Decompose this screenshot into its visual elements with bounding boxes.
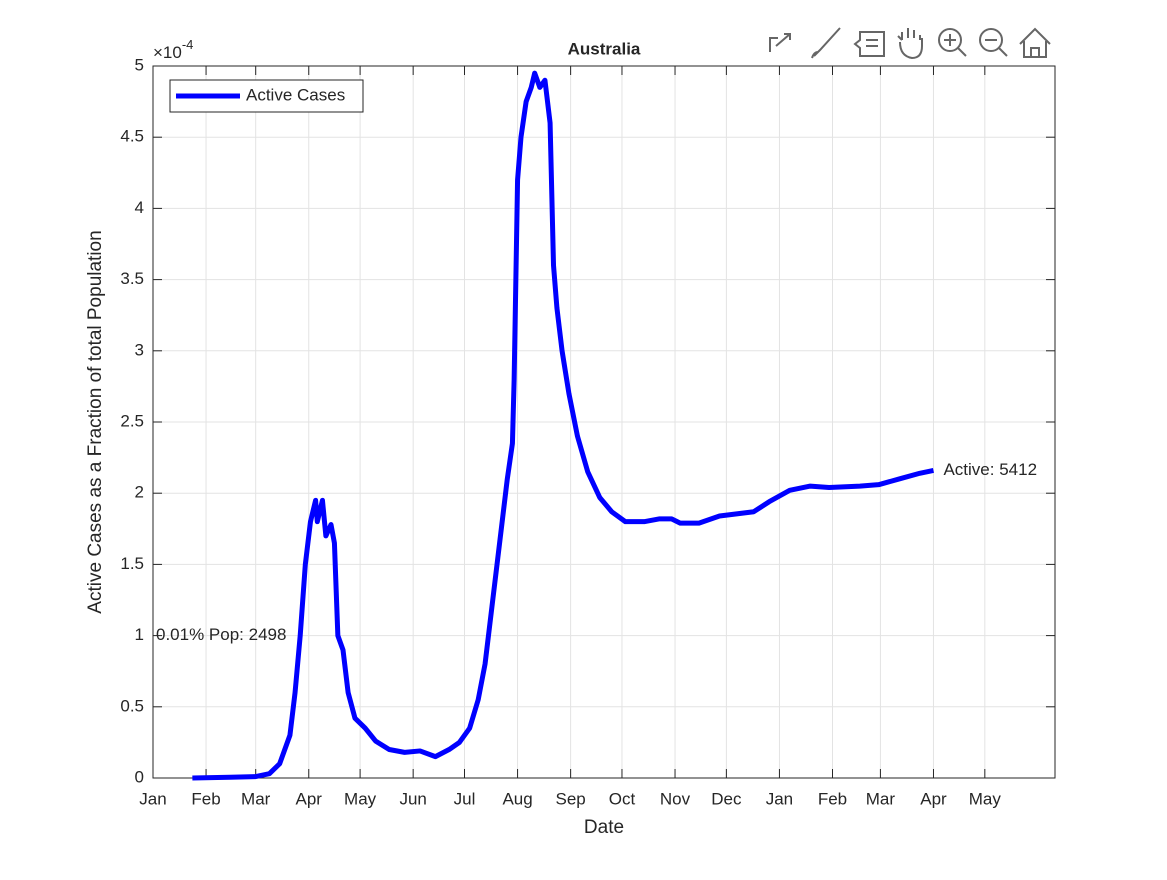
y-tick-label: 3 bbox=[135, 340, 144, 359]
x-tick-label: Feb bbox=[191, 789, 220, 808]
data-line bbox=[192, 70, 934, 781]
y-multiplier-base: ×10 bbox=[153, 43, 182, 62]
y-tick-label: 4 bbox=[135, 198, 144, 217]
y-tick-label: 5 bbox=[135, 55, 144, 74]
y-tick-label: 1.5 bbox=[120, 554, 144, 573]
y-tick-label: 2 bbox=[135, 483, 144, 502]
x-tick-label: Oct bbox=[609, 789, 636, 808]
annotation: 0.01% Pop: 2498 bbox=[156, 625, 286, 644]
y-multiplier: ×10-4 bbox=[153, 37, 193, 62]
annotation: Active: 5412 bbox=[943, 460, 1037, 479]
x-tick-label: Apr bbox=[920, 789, 947, 808]
datatip-icon[interactable] bbox=[853, 31, 885, 57]
y-tick-label: 4.5 bbox=[120, 127, 144, 146]
x-tick-label: Mar bbox=[866, 789, 896, 808]
export-icon[interactable] bbox=[769, 33, 791, 52]
y-tick-label: 0 bbox=[135, 767, 144, 786]
brush-icon[interactable] bbox=[811, 27, 841, 59]
x-tick-label: Mar bbox=[241, 789, 271, 808]
zoom-out-icon[interactable] bbox=[979, 28, 1008, 57]
y-tick-label: 0.5 bbox=[120, 696, 144, 715]
x-tick-label: Sep bbox=[555, 789, 585, 808]
zoom-in-icon[interactable] bbox=[938, 28, 967, 57]
axes-box bbox=[152, 65, 1056, 779]
x-tick-label: Jun bbox=[399, 789, 426, 808]
toolbar bbox=[769, 27, 1051, 60]
legend: Active Cases bbox=[169, 79, 364, 113]
pan-icon[interactable] bbox=[897, 28, 923, 60]
x-tick-label: Jan bbox=[766, 789, 793, 808]
y-tick-label: 3.5 bbox=[120, 269, 144, 288]
y-tick-label: 1 bbox=[135, 625, 144, 644]
x-tick-label: Nov bbox=[660, 789, 691, 808]
x-tick-label: Feb bbox=[818, 789, 847, 808]
y-tick-label: 2.5 bbox=[120, 411, 144, 430]
x-tick-label: Jul bbox=[454, 789, 476, 808]
x-axis-label: Date bbox=[584, 817, 624, 838]
x-tick-label: Jan bbox=[139, 789, 166, 808]
x-tick-label: May bbox=[344, 789, 377, 808]
y-multiplier-exponent: -4 bbox=[182, 37, 194, 52]
x-tick-label: Dec bbox=[711, 789, 742, 808]
home-icon[interactable] bbox=[1019, 27, 1051, 58]
legend-label: Active Cases bbox=[246, 85, 345, 104]
chart-title: Australia bbox=[568, 39, 641, 58]
x-tick-label: Apr bbox=[296, 789, 323, 808]
x-tick-label: Aug bbox=[502, 789, 532, 808]
x-tick-label: May bbox=[969, 789, 1002, 808]
y-axis-label: Active Cases as a Fraction of total Popu… bbox=[85, 230, 106, 613]
